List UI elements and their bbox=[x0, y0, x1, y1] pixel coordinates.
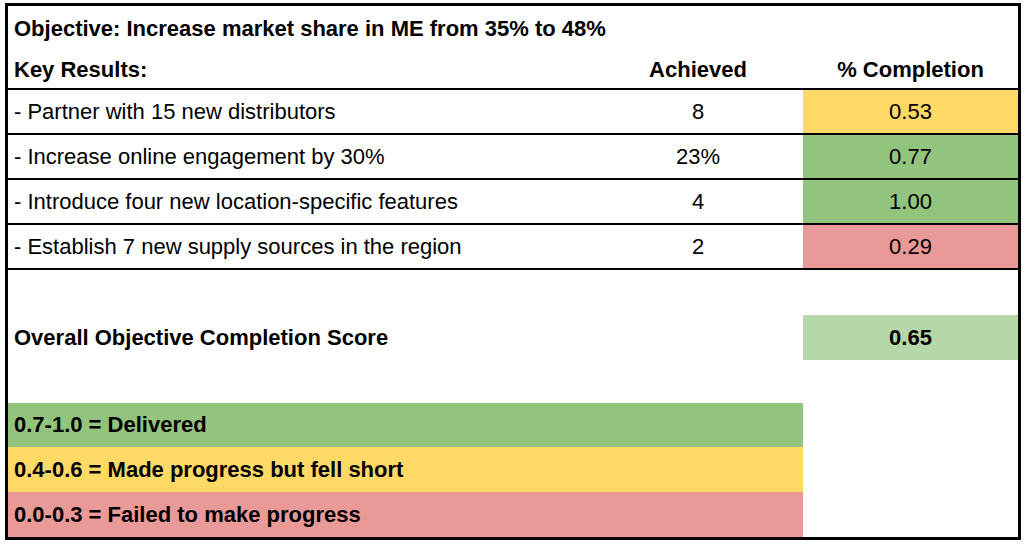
legend-row-blank-area bbox=[803, 403, 1018, 447]
completion-value-cell: 0.53 bbox=[803, 90, 1018, 133]
overall-score-row: Overall Objective Completion Score 0.65 bbox=[8, 315, 1018, 360]
achieved-value: 23% bbox=[593, 135, 803, 178]
completion-column-header: % Completion bbox=[803, 52, 1018, 88]
overall-score-value-cell: 0.65 bbox=[803, 315, 1018, 360]
achieved-value: 8 bbox=[593, 90, 803, 133]
key-result-row: - Establish 7 new supply sources in the … bbox=[8, 225, 1018, 270]
okr-scorecard-table: Objective: Increase market share in ME f… bbox=[5, 3, 1021, 540]
achieved-column-header: Achieved bbox=[593, 52, 803, 88]
empty-row bbox=[8, 360, 1018, 403]
legend-failed-label: 0.0-0.3 = Failed to make progress bbox=[8, 492, 803, 537]
completion-value-cell: 0.29 bbox=[803, 225, 1018, 268]
legend-row-failed: 0.0-0.3 = Failed to make progress bbox=[8, 492, 1018, 537]
key-result-row: - Increase online engagement by 30% 23% … bbox=[8, 135, 1018, 180]
legend-row-blank-area bbox=[803, 492, 1018, 537]
achieved-value: 4 bbox=[593, 180, 803, 223]
column-header-row: Key Results: Achieved % Completion bbox=[8, 52, 1018, 90]
overall-achieved-empty-cell bbox=[593, 315, 803, 360]
completion-value-cell: 1.00 bbox=[803, 180, 1018, 223]
overall-score-label: Overall Objective Completion Score bbox=[8, 315, 593, 360]
empty-row bbox=[8, 270, 1018, 315]
key-result-row: - Partner with 15 new distributors 8 0.5… bbox=[8, 90, 1018, 135]
legend-delivered-label: 0.7-1.0 = Delivered bbox=[8, 403, 803, 447]
legend-row-blank-area bbox=[803, 447, 1018, 492]
legend-made-progress-label: 0.4-0.6 = Made progress but fell short bbox=[8, 447, 803, 492]
completion-value-cell: 0.77 bbox=[803, 135, 1018, 178]
key-result-row: - Introduce four new location-specific f… bbox=[8, 180, 1018, 225]
legend-row-delivered: 0.7-1.0 = Delivered bbox=[8, 403, 1018, 447]
key-results-header: Key Results: bbox=[8, 52, 593, 88]
key-result-label: - Establish 7 new supply sources in the … bbox=[8, 225, 593, 268]
achieved-value: 2 bbox=[593, 225, 803, 268]
key-result-label: - Increase online engagement by 30% bbox=[8, 135, 593, 178]
objective-title: Objective: Increase market share in ME f… bbox=[8, 6, 606, 52]
legend-row-made-progress: 0.4-0.6 = Made progress but fell short bbox=[8, 447, 1018, 492]
key-result-label: - Partner with 15 new distributors bbox=[8, 90, 593, 133]
objective-row: Objective: Increase market share in ME f… bbox=[8, 6, 1018, 52]
key-result-label: - Introduce four new location-specific f… bbox=[8, 180, 593, 223]
